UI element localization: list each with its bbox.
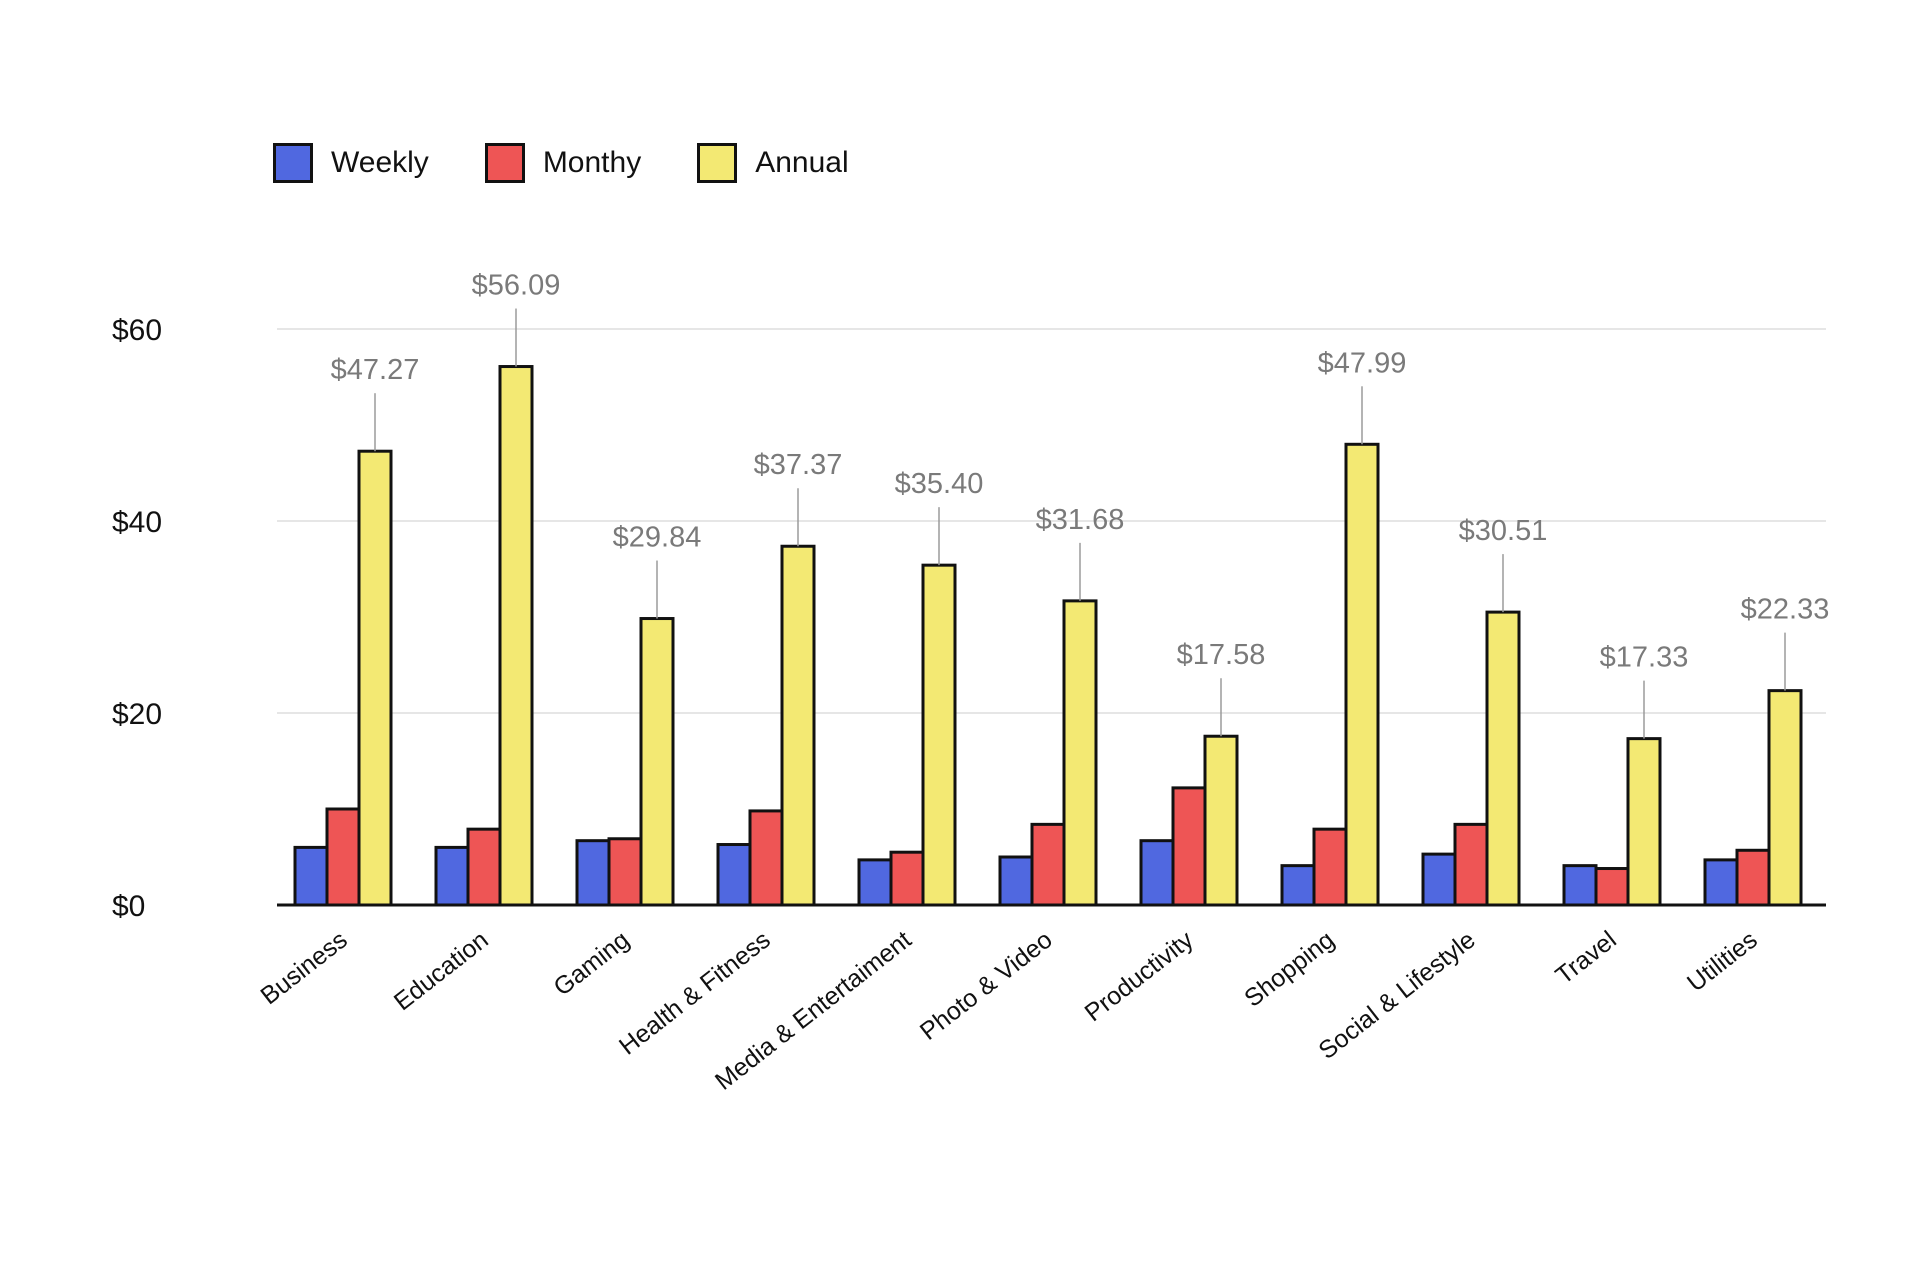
bar-monthy [607, 837, 643, 907]
x-tick-label: Business [256, 926, 353, 1011]
x-tick-label: Travel [1550, 926, 1621, 990]
bar-weekly [434, 845, 470, 907]
bar-weekly [1421, 852, 1457, 907]
bar-weekly [293, 845, 329, 907]
legend-item-monthy: Monthy [484, 143, 642, 183]
bar-annual [498, 365, 534, 907]
legend: Weekly Monthy Annual [273, 143, 849, 183]
bar-monthy [1453, 822, 1489, 907]
bar-annual [780, 544, 816, 907]
legend-swatch-annual [697, 143, 738, 183]
bar-annual [1344, 442, 1380, 907]
legend-item-annual: Annual [697, 143, 849, 183]
bar-weekly [575, 839, 611, 907]
bar-annual [639, 617, 675, 907]
y-tick-label: $0 [112, 890, 145, 923]
legend-label-annual: Annual [755, 146, 849, 179]
y-tick-label: $60 [112, 314, 162, 347]
bar-annual [1203, 734, 1239, 907]
bar-annual [357, 449, 393, 907]
bar-monthy [1312, 827, 1348, 907]
annual-data-label: $22.33 [1741, 594, 1830, 626]
bar-weekly [1703, 858, 1739, 907]
bar-weekly [998, 855, 1034, 907]
legend-swatch-monthy [484, 143, 525, 183]
annual-data-label: $35.40 [895, 468, 984, 500]
annual-data-label: $47.27 [331, 354, 420, 386]
legend-label-weekly: Weekly [331, 146, 429, 179]
legend-item-weekly: Weekly [273, 143, 429, 183]
annual-data-label: $47.99 [1318, 347, 1407, 379]
bar-monthy [1171, 786, 1207, 907]
x-tick-label: Utilities [1682, 926, 1763, 998]
data-labels: $47.27 $56.09 $29.84 $37.37 $35.40 $31.68 $17.… [331, 270, 1830, 739]
bar-monthy [1594, 867, 1630, 907]
x-tick-label: Shopping [1239, 926, 1339, 1013]
x-tick-label: Photo & Video [915, 926, 1058, 1046]
bar-monthy [889, 850, 925, 907]
bars [293, 365, 1803, 907]
x-tick-label: Gaming [548, 926, 634, 1002]
bar-monthy [1735, 848, 1771, 907]
annual-data-label: $29.84 [613, 522, 702, 554]
bar-annual [1062, 599, 1098, 907]
bar-annual [921, 563, 957, 907]
bar-annual [1626, 737, 1662, 907]
bar-weekly [716, 843, 752, 907]
annual-data-label: $17.33 [1600, 642, 1689, 674]
bar-weekly [1562, 864, 1598, 907]
bar-monthy [325, 807, 361, 907]
bar-weekly [857, 858, 893, 907]
bar-weekly [1139, 839, 1175, 907]
bar-weekly [1280, 864, 1316, 907]
annual-data-label: $37.37 [754, 449, 843, 481]
legend-label-monthy: Monthy [542, 146, 642, 179]
y-tick-label: $40 [112, 506, 162, 539]
bar-monthy [1030, 822, 1066, 907]
annual-data-label: $56.09 [472, 270, 561, 302]
annual-data-label: $30.51 [1459, 515, 1548, 547]
y-tick-label: $20 [112, 698, 162, 731]
gridlines [277, 328, 1826, 714]
bar-monthy [748, 809, 784, 907]
legend-swatch-weekly [273, 143, 313, 183]
annual-data-label: $17.58 [1177, 639, 1266, 671]
bar-monthy [466, 827, 502, 907]
annual-data-label: $31.68 [1036, 504, 1125, 536]
x-tick-label: Education [389, 926, 494, 1017]
bar-annual [1485, 610, 1521, 907]
x-tick-label: Productivity [1080, 925, 1199, 1027]
bar-annual [1767, 689, 1803, 907]
